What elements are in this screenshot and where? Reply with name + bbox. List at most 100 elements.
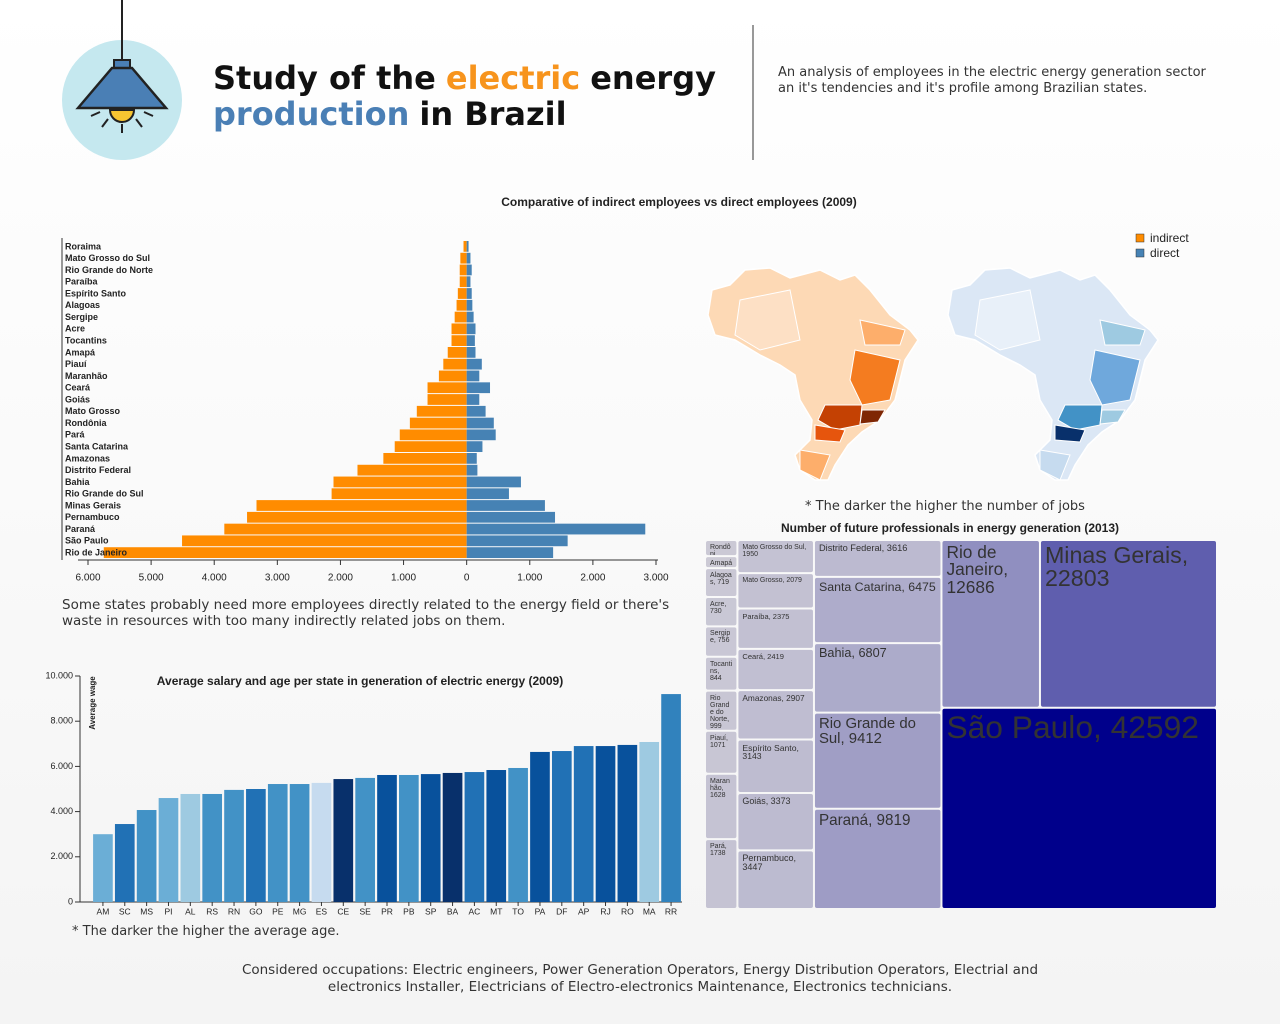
y-tick-label: Piauí xyxy=(65,359,87,369)
bar xyxy=(333,779,354,902)
cell-label: Minas Gerais, 22803 xyxy=(1044,542,1189,592)
y-tick-label: 0 xyxy=(68,896,73,906)
x-tick-label: PE xyxy=(272,906,284,916)
y-tick-label: Rondônia xyxy=(65,418,107,428)
bar xyxy=(466,394,480,405)
page-title: Study of the electric energy xyxy=(213,59,716,97)
chart-title: Number of future professionals in energy… xyxy=(781,521,1119,535)
treemap-cell xyxy=(738,649,813,690)
x-tick-label: 0 xyxy=(464,573,470,584)
cell-label: Sergipe, 756 xyxy=(710,630,731,645)
bar xyxy=(466,511,556,523)
x-tick-label: RJ xyxy=(600,906,610,916)
bar xyxy=(246,789,266,902)
y-tick-label: Amapá xyxy=(65,347,96,357)
y-tick-label: Pará xyxy=(65,430,86,440)
bar xyxy=(456,299,467,311)
treemap-cell xyxy=(738,740,813,792)
bar xyxy=(551,751,572,902)
cell-label: Acre, 730 xyxy=(710,601,727,615)
bar xyxy=(442,772,463,902)
x-tick-label: DF xyxy=(556,906,567,916)
y-tick-label: Espírito Santo xyxy=(65,288,127,298)
treemap-cell xyxy=(706,691,737,730)
bar xyxy=(466,453,477,464)
cell-label: Goiás, 3373 xyxy=(742,795,791,806)
y-tick-label: Acre xyxy=(65,324,85,334)
y-tick-label: Ceará xyxy=(65,383,91,393)
bar xyxy=(466,335,475,346)
y-tick-label: 8.000 xyxy=(50,716,73,726)
treemap-cell xyxy=(738,574,813,608)
x-tick-label: AL xyxy=(185,906,196,916)
bar xyxy=(394,441,467,452)
bar xyxy=(595,746,616,902)
y-tick-label: Amazonas xyxy=(65,453,110,463)
bar xyxy=(454,311,467,323)
y-tick-label: Paraná xyxy=(65,524,96,534)
y-tick-label: Santa Catarina xyxy=(65,441,129,451)
map-region xyxy=(799,449,831,481)
bar xyxy=(466,347,476,358)
bar xyxy=(383,453,467,464)
bar xyxy=(447,347,467,358)
bar xyxy=(427,382,467,394)
cell-label: Amapá xyxy=(710,560,733,568)
bar xyxy=(463,241,467,252)
bar xyxy=(617,744,638,902)
y-tick-label: Alagoas xyxy=(65,300,100,310)
treemap-cell xyxy=(1040,541,1216,707)
y-tick-label: Pernambuco xyxy=(65,512,120,522)
bar xyxy=(443,358,467,370)
bar xyxy=(158,798,179,902)
treemap-cell xyxy=(706,627,737,656)
bar xyxy=(466,241,469,252)
bar xyxy=(466,500,545,511)
x-tick-label: TO xyxy=(512,906,524,916)
bar xyxy=(573,746,594,902)
cell-label: Piauí, 1071 xyxy=(710,734,728,749)
bar xyxy=(416,405,467,417)
map-region xyxy=(1099,409,1126,425)
bar xyxy=(114,824,135,902)
legend-label: indirect xyxy=(1150,231,1189,245)
x-tick-label: AM xyxy=(97,906,110,916)
x-tick-label: RO xyxy=(621,906,634,916)
note: * The darker the higher the average age. xyxy=(72,924,340,939)
bar xyxy=(333,476,467,488)
y-tick-label: Maranhão xyxy=(65,371,108,381)
bar xyxy=(93,834,113,902)
title-part: Study of the xyxy=(213,59,436,97)
bar xyxy=(486,770,507,902)
bar xyxy=(508,767,528,902)
cell-label: Amazonas, 2907 xyxy=(742,693,805,704)
x-tick-label: PA xyxy=(535,906,546,916)
treemap-cell xyxy=(738,691,813,739)
bar xyxy=(466,523,646,535)
x-tick-label: RN xyxy=(228,906,240,916)
cell-label: Alagoas, 719 xyxy=(710,572,732,587)
bar xyxy=(530,751,550,902)
x-tick-label: RR xyxy=(665,906,677,916)
x-tick-label: 1.000 xyxy=(517,573,542,584)
bar xyxy=(377,774,397,902)
bar xyxy=(103,547,467,558)
bar xyxy=(409,417,467,429)
map-region xyxy=(814,424,846,443)
y-axis-label: Average wage xyxy=(88,676,97,730)
bar xyxy=(247,511,467,523)
x-tick-label: AP xyxy=(578,906,590,916)
y-tick-label: Rio de Janeiro xyxy=(65,547,128,557)
cell-label: Pará, 1738 xyxy=(710,843,727,858)
cell-label: Mato Grosso, 2079 xyxy=(742,577,802,585)
treemap-cell xyxy=(942,708,1216,908)
bar xyxy=(466,299,473,311)
treemap-cell xyxy=(814,644,941,712)
bar xyxy=(267,784,288,902)
cell-label: Pernambuco, 3447 xyxy=(742,853,797,873)
bar xyxy=(466,276,471,288)
map-region xyxy=(1057,404,1103,431)
bar xyxy=(457,288,467,299)
treemap-cell xyxy=(814,713,941,808)
bar xyxy=(466,252,471,264)
